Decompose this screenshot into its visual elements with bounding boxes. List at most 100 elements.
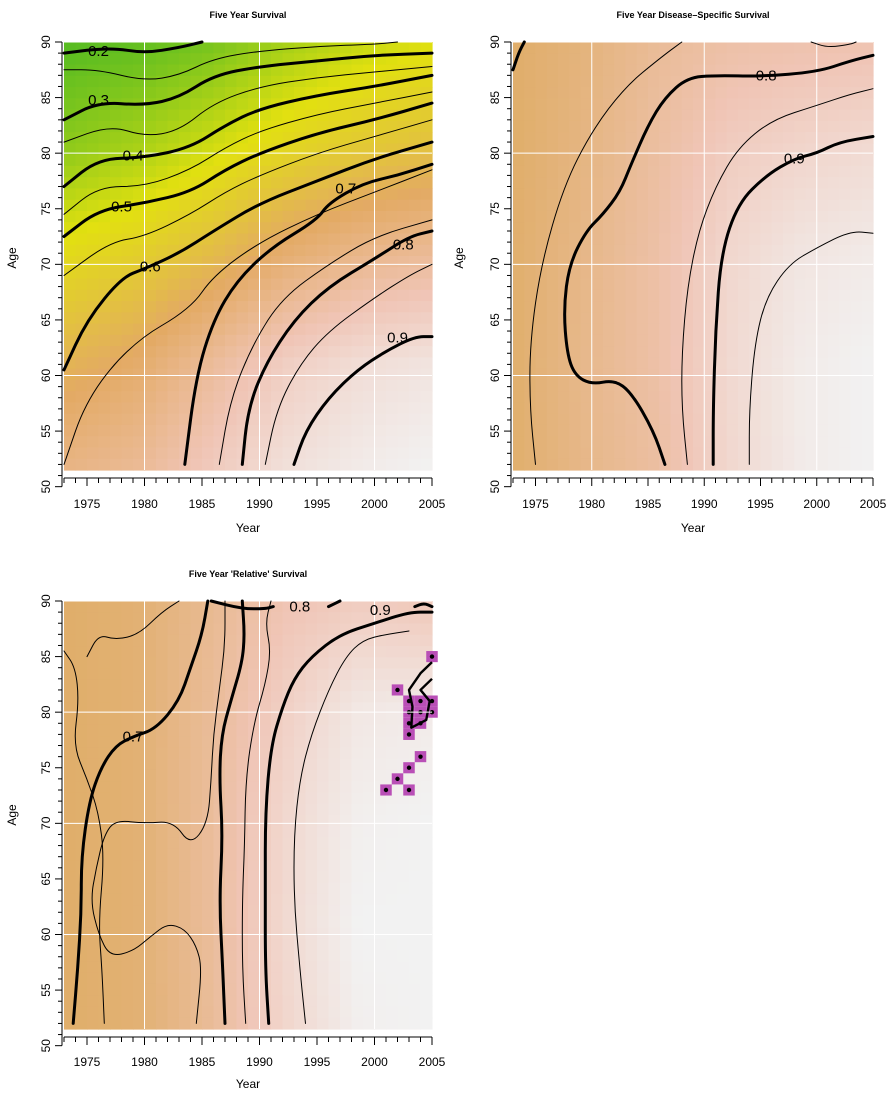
heatmap-cell xyxy=(771,424,784,437)
heatmap-cell xyxy=(202,893,215,906)
heatmap-cell xyxy=(179,634,192,647)
heatmap-cell xyxy=(603,424,615,437)
heatmap-cell xyxy=(625,87,638,99)
heatmap-cell xyxy=(409,199,422,212)
heatmap-cell xyxy=(64,938,77,951)
heatmap-cell xyxy=(317,781,330,794)
heatmap-cell xyxy=(133,188,146,201)
heatmap-cell xyxy=(259,612,272,625)
heatmap-cell xyxy=(121,165,134,178)
heatmap-cell xyxy=(603,312,615,325)
heatmap-cell xyxy=(305,769,318,782)
heatmap-cell xyxy=(726,233,739,246)
heatmap-cell xyxy=(202,301,215,313)
contour-line-major xyxy=(240,229,434,466)
heatmap-cell xyxy=(783,233,795,246)
heatmap-cell xyxy=(693,368,705,381)
heatmap-cell xyxy=(614,199,627,212)
heatmap-cell xyxy=(681,177,694,190)
heatmap-cell xyxy=(546,199,559,212)
heatmap-cell xyxy=(693,53,705,66)
heatmap-cell xyxy=(259,323,272,336)
heatmap-cell xyxy=(783,334,795,347)
heatmap-cell xyxy=(248,199,261,212)
highlight-dot xyxy=(395,687,400,693)
heatmap-cell xyxy=(121,256,134,268)
heatmap-cell xyxy=(409,391,422,404)
heatmap-cell xyxy=(636,334,649,347)
heatmap-cell xyxy=(670,244,683,257)
heatmap-cell xyxy=(64,691,77,703)
heatmap-cell xyxy=(133,289,146,302)
heatmap-cell xyxy=(179,165,192,178)
heatmap-cell xyxy=(156,312,169,325)
heatmap-cell xyxy=(374,702,387,715)
heatmap-cell xyxy=(648,447,660,460)
heatmap-cell xyxy=(397,357,410,370)
heatmap-cell xyxy=(133,724,146,737)
heatmap-cell xyxy=(225,1017,238,1030)
heatmap-cell xyxy=(374,301,387,313)
heatmap-cell xyxy=(271,53,284,66)
heatmap-cell xyxy=(317,98,330,111)
heatmap-cell xyxy=(648,177,660,190)
heatmap-cell xyxy=(636,402,649,415)
heatmap-cell xyxy=(144,679,157,692)
heatmap-cell xyxy=(328,267,341,280)
heatmap-cell xyxy=(636,199,649,212)
heatmap-cell xyxy=(213,447,226,460)
heatmap-cell xyxy=(87,792,100,805)
heatmap-cell xyxy=(351,109,364,122)
heatmap-cell xyxy=(409,860,422,872)
heatmap-cell xyxy=(397,803,410,816)
heatmap-cell xyxy=(850,188,863,201)
heatmap-cell xyxy=(167,837,180,850)
heatmap-cell xyxy=(87,983,100,996)
heatmap-cell xyxy=(98,724,111,737)
heatmap-cell xyxy=(236,120,249,133)
heatmap-cell xyxy=(715,233,728,246)
heatmap-cell xyxy=(760,233,773,246)
heatmap-cell xyxy=(167,436,180,449)
heatmap-cell xyxy=(351,905,364,917)
heatmap-cell xyxy=(580,267,593,280)
heatmap-cell xyxy=(363,927,376,940)
heatmap-cell xyxy=(850,402,863,415)
heatmap-cell xyxy=(133,713,146,726)
heatmap-cell xyxy=(202,256,215,268)
heatmap-cell xyxy=(397,109,410,122)
heatmap-cell xyxy=(704,256,717,268)
heatmap-cell xyxy=(305,995,318,1008)
heatmap-cell xyxy=(121,143,134,156)
heatmap-cell xyxy=(87,301,100,313)
heatmap-cell xyxy=(420,634,433,647)
heatmap-cell xyxy=(294,927,307,940)
heatmap-cell xyxy=(64,391,77,404)
heatmap-cell xyxy=(771,143,784,156)
heatmap-cell xyxy=(783,64,795,77)
heatmap-cell xyxy=(98,736,111,749)
heatmap-cell xyxy=(374,882,387,895)
heatmap-cell xyxy=(121,713,134,726)
heatmap-cell xyxy=(282,758,295,771)
heatmap-cell xyxy=(282,893,295,906)
heatmap-cell xyxy=(282,368,295,381)
heatmap-cell xyxy=(248,424,261,437)
heatmap-cell xyxy=(98,646,111,658)
heatmap-cell xyxy=(64,132,77,144)
heatmap-cell xyxy=(805,447,818,460)
heatmap-cell xyxy=(409,815,422,827)
heatmap-cell xyxy=(144,927,157,940)
heatmap-cell xyxy=(133,668,146,681)
heatmap-cell xyxy=(828,222,840,235)
heatmap-cell xyxy=(156,120,169,133)
heatmap-cell xyxy=(636,210,649,223)
heatmap-cell xyxy=(190,916,203,929)
heatmap-cell xyxy=(340,165,353,178)
heatmap-cell xyxy=(190,758,203,771)
heatmap-cell xyxy=(110,983,123,996)
heatmap-cell xyxy=(420,368,433,381)
heatmap-cell xyxy=(409,289,422,302)
heatmap-cell xyxy=(317,64,330,77)
heatmap-cell xyxy=(726,458,739,471)
